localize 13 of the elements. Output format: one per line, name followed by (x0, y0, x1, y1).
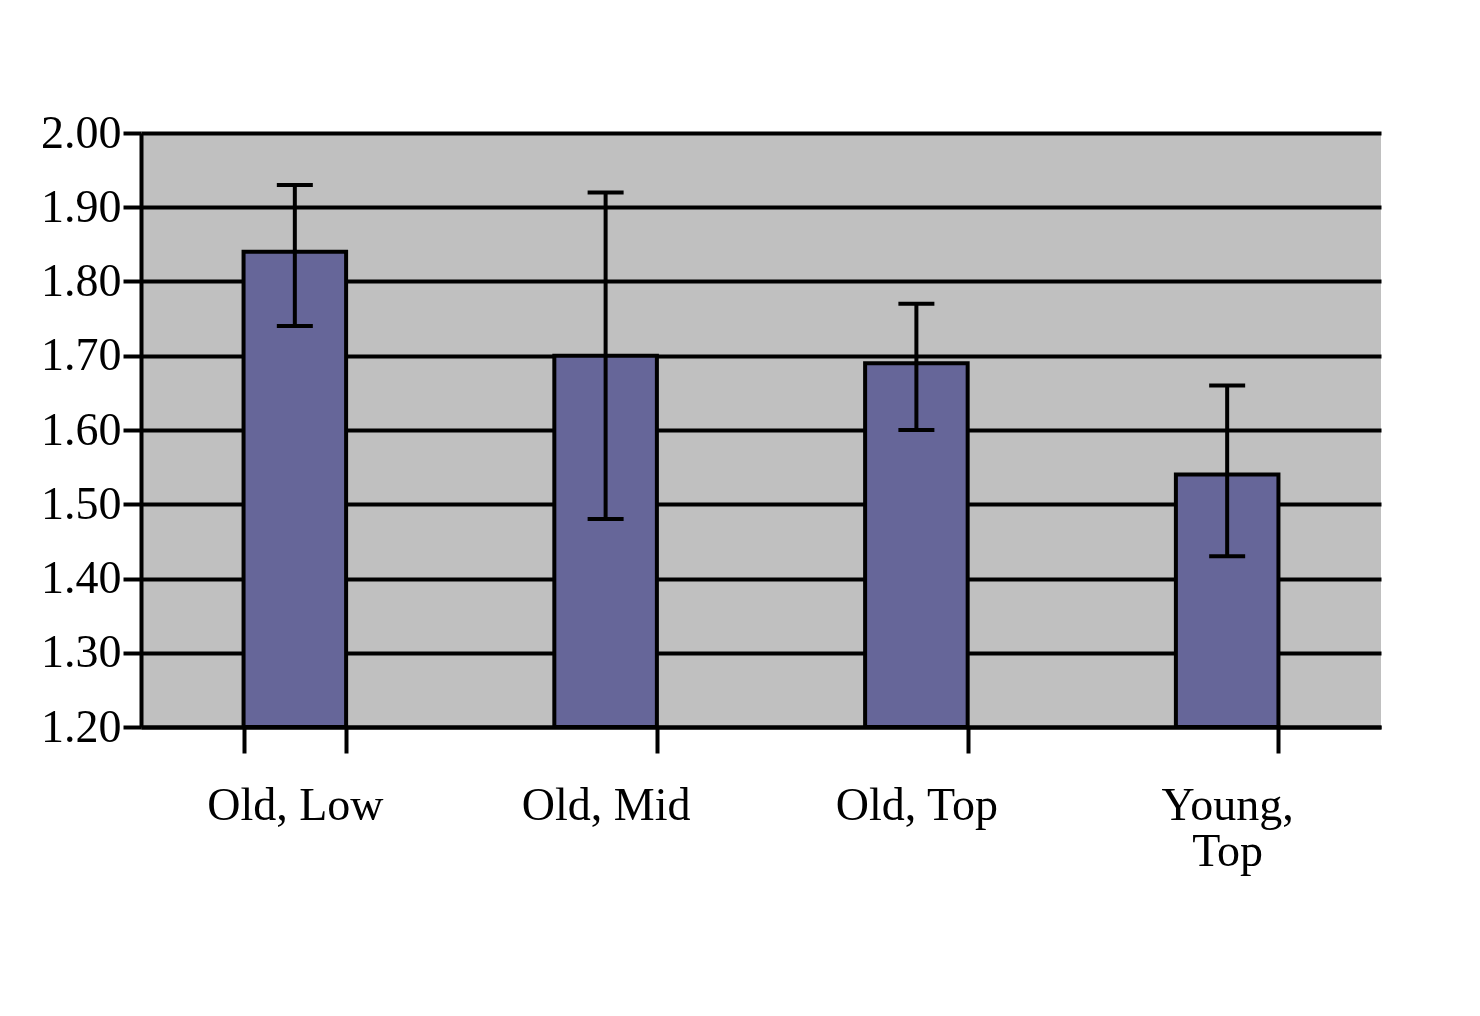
y-tick-label: 1.60 (41, 403, 122, 455)
x-tick-label: Old, Mid (521, 778, 691, 830)
y-tick-label: 1.40 (41, 552, 122, 603)
y-tick-label: 1.70 (41, 329, 122, 381)
x-tick-label: Old, Top (835, 778, 998, 830)
x-tick-label: Young, Top (1161, 778, 1294, 876)
y-tick-label: 1.50 (41, 477, 122, 529)
x-tick-label: Old, Low (207, 778, 385, 830)
y-tick-label: 1.80 (41, 255, 122, 306)
y-tick-label: 1.30 (41, 626, 122, 678)
y-tick-label: 2.00 (41, 106, 122, 158)
y-tick-label: 1.90 (41, 180, 122, 232)
y-tick-label: 1.20 (41, 700, 122, 752)
